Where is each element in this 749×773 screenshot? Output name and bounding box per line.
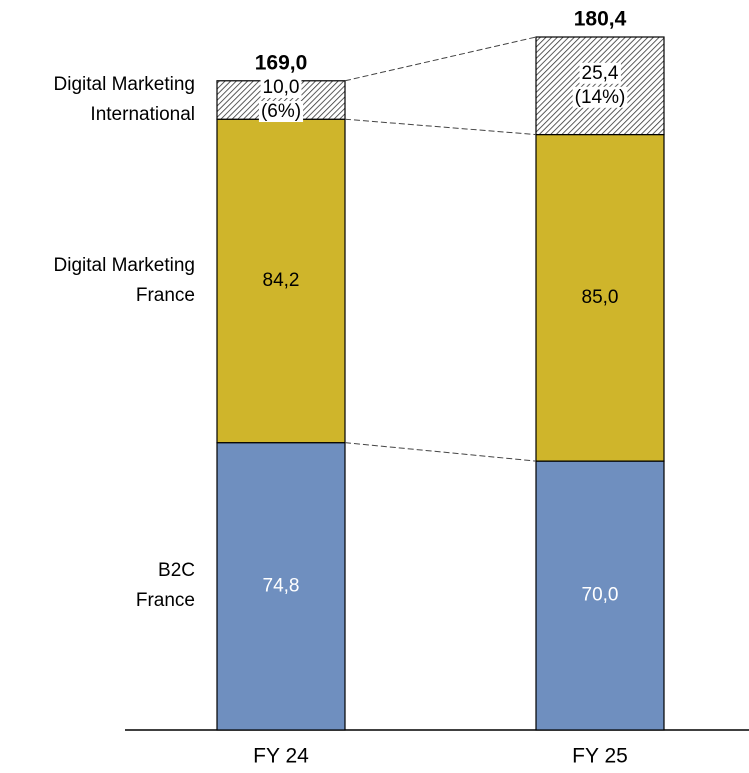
bar-segment bbox=[535, 36, 665, 136]
bar-segment bbox=[535, 133, 665, 462]
connector bbox=[344, 442, 537, 462]
x-tick-label: FY 25 bbox=[572, 745, 628, 768]
label-background bbox=[572, 86, 628, 108]
value-label: 10,0 bbox=[263, 77, 300, 98]
label-background bbox=[579, 62, 621, 84]
series-label: B2C France bbox=[135, 560, 195, 612]
bar-segment bbox=[535, 460, 665, 731]
bar-segment bbox=[216, 118, 346, 444]
value-label: (6%) bbox=[261, 101, 301, 122]
series-label: Digital Marketing France bbox=[53, 254, 196, 306]
total-label: 169,0 bbox=[255, 51, 308, 74]
value-label: 84,2 bbox=[263, 270, 300, 291]
connector bbox=[344, 118, 537, 136]
value-label: 85,0 bbox=[582, 287, 619, 308]
label-background bbox=[260, 77, 302, 99]
x-tick-label: FY 24 bbox=[253, 745, 309, 768]
value-label: 70,0 bbox=[582, 585, 619, 606]
bar-segment bbox=[216, 442, 346, 731]
connector bbox=[344, 36, 537, 82]
value-label: 25,4 bbox=[582, 63, 619, 84]
label-background bbox=[258, 101, 304, 123]
value-label: 74,8 bbox=[263, 575, 300, 596]
value-label: (14%) bbox=[575, 87, 626, 108]
series-label: Digital Marketing International bbox=[53, 74, 196, 125]
total-label: 180,4 bbox=[574, 8, 627, 31]
